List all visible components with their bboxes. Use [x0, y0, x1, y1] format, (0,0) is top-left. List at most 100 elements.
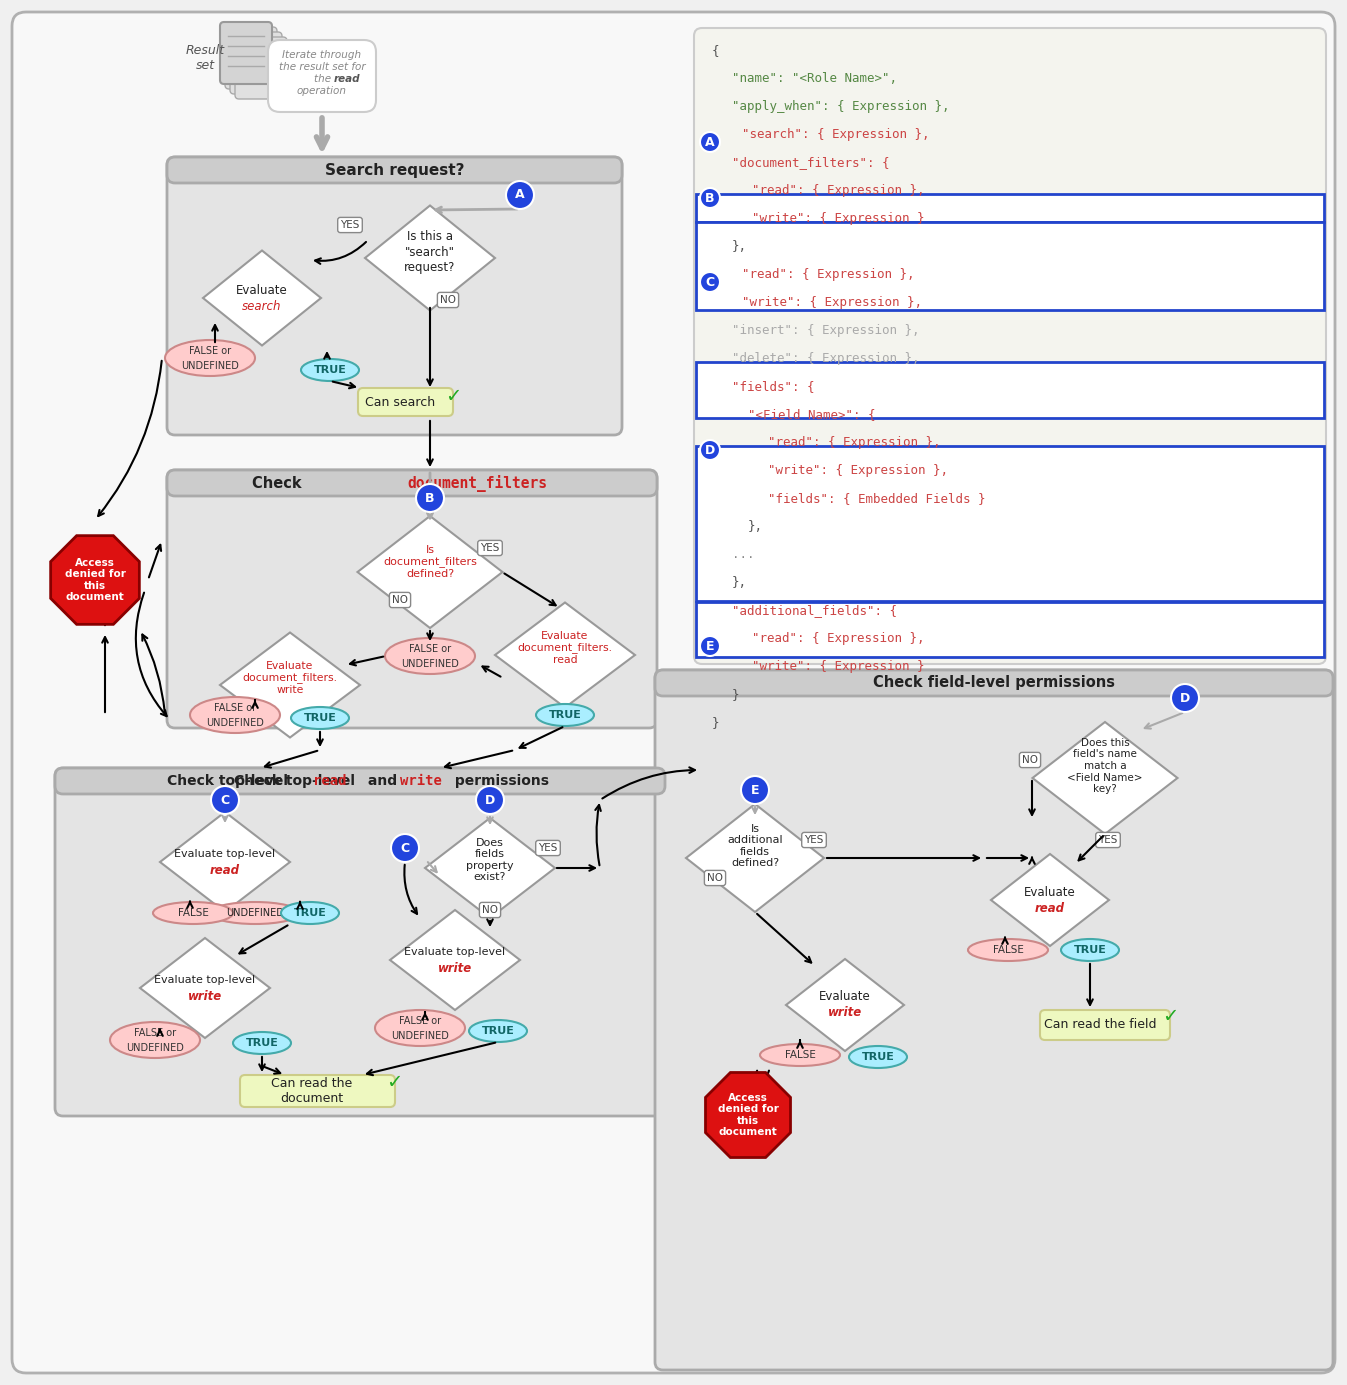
Text: Evaluate: Evaluate — [1024, 885, 1076, 899]
Ellipse shape — [536, 704, 594, 726]
Circle shape — [741, 776, 769, 805]
Circle shape — [211, 787, 238, 814]
Text: C: C — [706, 276, 714, 288]
Text: Can read the
document: Can read the document — [271, 1078, 353, 1105]
Text: D: D — [1180, 691, 1191, 705]
Text: Is
additional
fields
defined?: Is additional fields defined? — [727, 824, 783, 868]
Text: Search request?: Search request? — [325, 162, 465, 177]
Text: TRUE: TRUE — [294, 909, 326, 918]
Text: "document_filters": {: "document_filters": { — [731, 157, 889, 169]
Ellipse shape — [190, 697, 280, 733]
Text: TRUE: TRUE — [862, 1053, 894, 1062]
FancyBboxPatch shape — [694, 28, 1325, 663]
Text: TRUE: TRUE — [314, 366, 346, 375]
Text: "fields": {: "fields": { — [731, 379, 815, 393]
Text: "write": { Expression },: "write": { Expression }, — [742, 296, 921, 309]
Text: "write": { Expression }: "write": { Expression } — [752, 661, 924, 673]
Text: B: B — [706, 191, 715, 205]
Text: D: D — [485, 794, 496, 806]
Text: YES: YES — [341, 220, 360, 230]
Text: Evaluate
document_filters.
read: Evaluate document_filters. read — [517, 632, 613, 665]
Polygon shape — [365, 205, 494, 310]
Text: Is this a
"search"
request?: Is this a "search" request? — [404, 230, 455, 273]
Text: Iterate through: Iterate through — [283, 50, 361, 60]
Text: "fields": { Embedded Fields }: "fields": { Embedded Fields } — [768, 492, 986, 506]
Text: Check: Check — [252, 475, 307, 490]
Text: "delete": { Expression },: "delete": { Expression }, — [731, 352, 920, 366]
Circle shape — [506, 181, 533, 209]
FancyBboxPatch shape — [167, 157, 622, 183]
Text: "insert": { Expression },: "insert": { Expression }, — [731, 324, 920, 337]
Text: FALSE or: FALSE or — [189, 346, 232, 356]
Text: read: read — [1034, 902, 1065, 914]
Text: FALSE or: FALSE or — [214, 704, 256, 713]
Text: YES: YES — [539, 843, 558, 853]
Text: },: }, — [731, 240, 748, 253]
Text: Is
document_filters
defined?: Is document_filters defined? — [383, 544, 477, 579]
Text: TRUE: TRUE — [303, 713, 337, 723]
Text: "write": { Expression }: "write": { Expression } — [752, 212, 924, 224]
Text: ✓: ✓ — [445, 386, 461, 406]
Circle shape — [391, 834, 419, 861]
FancyBboxPatch shape — [55, 769, 665, 794]
Ellipse shape — [1061, 939, 1119, 961]
Text: TRUE: TRUE — [1074, 945, 1106, 956]
Ellipse shape — [110, 1022, 199, 1058]
Text: {: { — [713, 44, 719, 57]
Ellipse shape — [300, 359, 360, 381]
FancyBboxPatch shape — [220, 22, 272, 84]
Ellipse shape — [154, 902, 233, 924]
Ellipse shape — [282, 902, 339, 924]
Polygon shape — [140, 938, 269, 1037]
Text: C: C — [221, 794, 229, 806]
Text: }: } — [713, 716, 719, 729]
Text: E: E — [706, 640, 714, 652]
Text: Evaluate top-level: Evaluate top-level — [404, 947, 505, 957]
Text: FALSE or: FALSE or — [409, 644, 451, 654]
Polygon shape — [391, 910, 520, 1010]
Text: UNDEFINED: UNDEFINED — [206, 717, 264, 729]
Ellipse shape — [233, 1032, 291, 1054]
Text: NO: NO — [440, 295, 457, 305]
Bar — [696, 602, 1324, 656]
Bar — [696, 446, 1324, 601]
Polygon shape — [203, 251, 321, 345]
Text: },: }, — [731, 576, 748, 589]
Text: "read": { Expression },: "read": { Expression }, — [742, 269, 915, 281]
Text: "read": { Expression },: "read": { Expression }, — [752, 632, 924, 645]
Ellipse shape — [374, 1010, 465, 1046]
Circle shape — [700, 440, 721, 460]
Text: ✓: ✓ — [1162, 1007, 1179, 1025]
FancyBboxPatch shape — [234, 37, 287, 98]
Text: read: read — [210, 863, 240, 877]
Text: YES: YES — [481, 543, 500, 553]
Text: NO: NO — [482, 904, 498, 915]
Polygon shape — [991, 855, 1109, 946]
Text: FALSE or: FALSE or — [399, 1017, 440, 1026]
Text: UNDEFINED: UNDEFINED — [180, 361, 238, 371]
Circle shape — [1171, 684, 1199, 712]
Bar — [696, 222, 1324, 310]
Text: "<Field Name>": {: "<Field Name>": { — [748, 409, 876, 421]
Text: the: the — [314, 73, 334, 84]
Polygon shape — [686, 805, 824, 911]
Ellipse shape — [849, 1046, 907, 1068]
Ellipse shape — [760, 1044, 841, 1066]
FancyBboxPatch shape — [225, 26, 277, 89]
Circle shape — [700, 271, 721, 292]
Text: B: B — [426, 492, 435, 504]
Bar — [696, 194, 1324, 222]
Circle shape — [700, 188, 721, 208]
Text: "name": "<Role Name>",: "name": "<Role Name>", — [731, 72, 897, 84]
Text: write: write — [828, 1007, 862, 1019]
Text: Evaluate
document_filters.
write: Evaluate document_filters. write — [242, 661, 338, 695]
Text: Can search: Can search — [365, 396, 435, 409]
Text: }: } — [731, 688, 740, 701]
Circle shape — [475, 787, 504, 814]
FancyBboxPatch shape — [167, 157, 622, 435]
Polygon shape — [706, 1072, 791, 1158]
Text: Check field-level permissions: Check field-level permissions — [873, 676, 1115, 691]
Text: Check top-level: Check top-level — [167, 774, 294, 788]
Text: "apply_when": { Expression },: "apply_when": { Expression }, — [731, 100, 950, 114]
Text: Check top-level: Check top-level — [234, 774, 360, 788]
